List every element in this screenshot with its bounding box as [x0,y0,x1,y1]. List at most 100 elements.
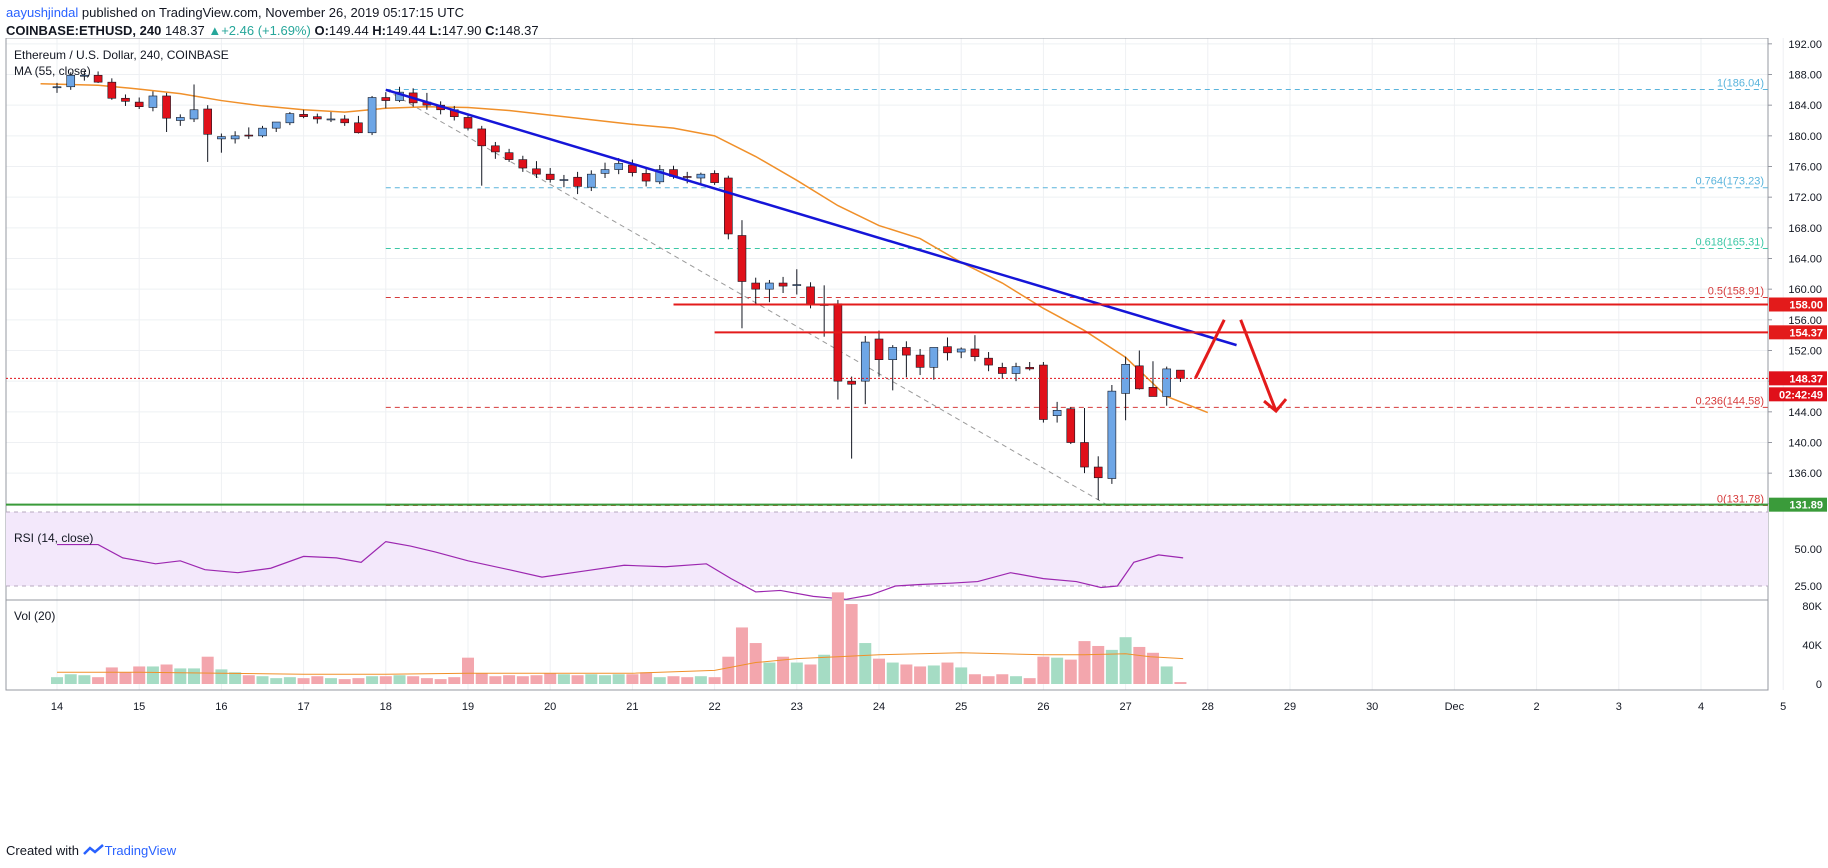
candle-down [93,74,103,83]
volume-bar [667,676,680,684]
created-with-text: Created with [6,843,79,858]
candle-down [299,114,308,117]
x-tick-label: 28 [1202,701,1214,713]
x-tick-label: 29 [1284,701,1296,713]
countdown-tag-bg [1769,387,1827,402]
high-label: H: [372,23,387,38]
volume-tick-label: 80K [1802,601,1822,613]
x-tick-label: 25 [955,701,967,713]
low-label: L: [429,23,442,38]
candle-down [532,168,541,175]
volume-bar [599,675,612,684]
candle-up [176,117,185,121]
candle-up [285,113,295,124]
volume-tick-label: 0 [1816,679,1822,691]
tradingview-brand[interactable]: TradingView [104,843,177,858]
low-value: 147.90 [441,23,482,38]
volume-bar [640,672,653,684]
volume-bar [681,677,694,684]
volume-bar [1037,656,1050,684]
open-label: O: [314,23,329,38]
volume-bar [1105,649,1118,684]
x-tick-label: 3 [1616,701,1622,713]
volume-bar [941,662,954,684]
author-link[interactable]: aayushjindal [6,5,79,20]
candle-down [833,303,843,382]
chart-header: aayushjindal published on TradingView.co… [0,0,1828,46]
volume-bar [1064,659,1077,684]
volume-bar [352,678,365,684]
volume-bar [777,656,790,684]
candle-down [902,347,911,356]
candle-down [477,128,487,147]
volume-bar [694,676,707,684]
volume-bar [804,664,817,684]
volume-bar [1051,657,1064,684]
candle-down [491,145,500,153]
volume-bars [51,592,1187,684]
x-tick-label: 18 [380,701,392,713]
volume-bar [283,677,296,684]
candle-up [559,179,569,181]
volume-bar [1146,652,1159,684]
volume-bar [955,667,968,684]
candle-up [148,95,158,108]
close-label: C: [485,23,499,38]
volume-bar [256,676,269,684]
volume-bar [78,675,91,684]
price-tick-label: 180.00 [1788,131,1822,143]
quote-line: COINBASE:ETHUSD, 240 148.37 ▲+2.46 (+1.6… [6,23,539,38]
candle-down [724,177,733,235]
candle-down [340,118,350,124]
volume-bar [146,666,159,684]
candle-down [970,348,980,357]
candle-down [1080,442,1089,468]
candle-down [504,152,514,160]
resistance-tag-bg [1769,297,1827,312]
x-tick-label: 17 [297,701,309,713]
volume-bar [886,662,899,684]
volume-bar [297,678,310,684]
volume-bar [92,677,105,684]
bearish-trendline [385,88,1237,347]
candle-down [710,173,719,183]
rsi-14-line [57,540,1184,600]
candle-down [737,235,747,282]
volume-bar [749,643,762,684]
volume-bar [900,664,913,684]
candle-up [655,169,665,183]
price-tick-label: 140.00 [1788,438,1822,450]
candle-up [258,127,267,137]
price-tick-label: 152.00 [1788,346,1822,358]
countdown-tag: 02:42:49 [1779,389,1823,401]
candle-down [134,101,144,107]
horizontal-levels [6,303,1768,506]
volume-bar [831,592,844,684]
volume-bar [544,673,557,684]
trendline[interactable] [385,88,1237,347]
volume-bar [215,669,228,684]
volume-bar [407,676,420,684]
price-chart[interactable]: 1(186.04) 0.764(173.23) 0.618(165.31) 0.5(1… [0,38,1828,838]
rsi-tick-label: 25.00 [1794,581,1822,593]
x-tick-label: 24 [873,701,885,713]
volume-bar [585,674,598,684]
published-text: published on TradingView.com, November 2… [81,5,464,20]
candle-down [463,117,473,129]
candles [52,70,1185,500]
candle-up [696,173,706,179]
volume-bar [530,675,543,684]
candle-down [943,346,952,354]
candle-down [1148,386,1158,397]
x-tick-label: 14 [51,701,63,713]
candle-down [682,176,692,178]
vol-legend: Vol (20) [14,609,55,623]
volume-bar [105,667,118,684]
volume-bar [968,674,981,684]
candle-down [1066,408,1076,443]
price-change: +2.46 (+1.69%) [221,23,311,38]
candle-up [1052,409,1062,416]
volume-bar [188,668,201,684]
candle-up [792,284,802,286]
x-tick-label: 16 [215,701,227,713]
